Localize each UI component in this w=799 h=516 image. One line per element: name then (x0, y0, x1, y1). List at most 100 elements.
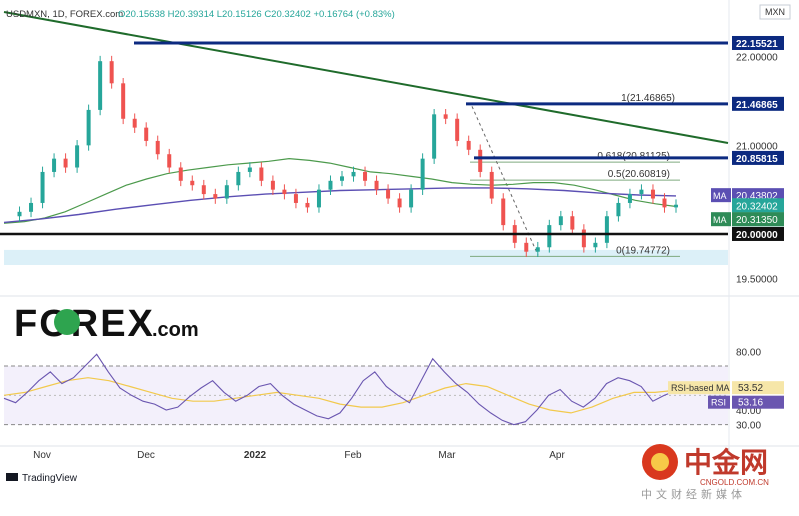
ma-green-price-tag-bg (732, 212, 784, 227)
ma-green-price-tag: 20.31350 (736, 215, 778, 226)
candle-body (75, 145, 80, 168)
logo-suffix: .com (152, 319, 199, 341)
candle-body (29, 202, 34, 212)
rsi-ma-name: RSI-based MA (671, 383, 730, 393)
rsi-line (3, 353, 677, 426)
price-axis-tick: 21.00000 (736, 141, 778, 152)
candle-body (201, 185, 206, 195)
candle-body (282, 189, 287, 195)
candle-body (316, 189, 321, 208)
current-price-tag-bg (732, 198, 784, 213)
tradingview-label: TradingView (22, 473, 78, 484)
candle-body (547, 225, 552, 248)
ma-purple-line (3, 187, 677, 224)
candle-body (501, 198, 506, 226)
time-axis-tick: Feb (344, 450, 362, 461)
level-tag (732, 96, 784, 111)
forex-logo: FOREX.com (14, 303, 199, 345)
candle-body (386, 189, 391, 199)
chart-symbol: USDMXN, 1D, FOREX.com (6, 9, 123, 20)
cngold-logo-inner-icon (651, 453, 669, 471)
ma-green-name-bg (711, 212, 731, 227)
rsi-tag-bg (732, 395, 784, 409)
rsi-name-bg (708, 395, 730, 409)
candle-body (351, 171, 356, 177)
price-axis-tick: 19.50000 (736, 274, 778, 285)
currency-badge-bg (759, 4, 791, 20)
candle-body (374, 180, 379, 190)
candle-body (224, 185, 229, 199)
candle-body (409, 189, 414, 208)
rsi-name: RSI (711, 398, 726, 408)
candle-body (432, 114, 437, 159)
candle-body (259, 167, 264, 181)
ohlc-readout: O20.15638 H20.39314 L20.15126 C20.32402 … (118, 9, 395, 20)
level-tag (732, 226, 784, 241)
candle-body (86, 109, 91, 146)
rsi-ma-tag-bg (732, 381, 784, 395)
ma-green-name: MA (713, 215, 727, 225)
time-axis-tick: Dec (137, 450, 155, 461)
candle-body (247, 167, 252, 172)
candle-body (40, 171, 45, 203)
candle-body (455, 118, 460, 141)
candle-body (340, 176, 344, 181)
candle-body (616, 202, 621, 217)
ma-purple-price-tag: 20.43802 (736, 191, 778, 202)
candle-body (478, 149, 483, 172)
candle-body (662, 198, 667, 208)
candle-body (570, 216, 575, 230)
cngold-subtitle: 中文财经新媒体 (641, 487, 746, 501)
candle-body (524, 242, 529, 252)
candle-body (420, 158, 425, 190)
candle-body (674, 204, 678, 208)
rsi-axis-tick: 30.00 (736, 421, 761, 432)
price-axis-tick: 22.00000 (736, 53, 778, 64)
candle-body (397, 198, 402, 208)
fib-level-label: 0.5(20.60819) (608, 169, 670, 180)
descending-trendline (3, 11, 729, 144)
time-axis-tick: Mar (438, 450, 456, 461)
candle-body (270, 180, 275, 190)
ma-purple-name-bg (711, 188, 731, 203)
candle-body (213, 194, 218, 199)
rsi-tag: 53.16 (738, 398, 763, 409)
candle-body (639, 189, 644, 195)
cngold-chinese: 中金网 (684, 446, 768, 478)
ma-green-line (3, 157, 677, 224)
candle-body (293, 194, 298, 203)
level-tag-text: 20.00000 (736, 230, 778, 241)
fib-level-label: 0(19.74772) (616, 245, 670, 256)
rsi-ma-name-bg (668, 381, 730, 395)
candle-body (144, 127, 149, 141)
level-tag (732, 35, 784, 50)
rsi-axis-tick: 80.00 (736, 347, 761, 358)
candle-body (535, 247, 540, 252)
candle-body (98, 61, 103, 110)
candle-body (167, 154, 172, 168)
cngold-domain: CNGOLD.COM.CN (700, 478, 769, 487)
candle-body (650, 189, 655, 199)
candle-body (155, 140, 160, 155)
candle-body (63, 158, 68, 168)
support-zone (4, 249, 728, 265)
logo-o-icon (54, 309, 80, 335)
level-tag-text: 22.15521 (736, 39, 778, 50)
candle-body (17, 211, 22, 217)
candle-body (593, 242, 598, 248)
level-tag-text: 20.85815 (736, 154, 778, 165)
currency-badge: MXN (765, 7, 785, 17)
tradingview-branding: TradingView (6, 473, 78, 484)
candle-body (581, 229, 586, 248)
candle-body (489, 171, 494, 199)
time-axis-tick: Apr (549, 450, 565, 461)
time-axis-tick: 2022 (244, 450, 267, 461)
current-price-tag: 20.32402 (736, 201, 778, 212)
candle-body (558, 216, 563, 226)
time-axis-tick: Nov (33, 450, 51, 461)
candle-body (236, 171, 241, 186)
candle-body (443, 114, 448, 119)
